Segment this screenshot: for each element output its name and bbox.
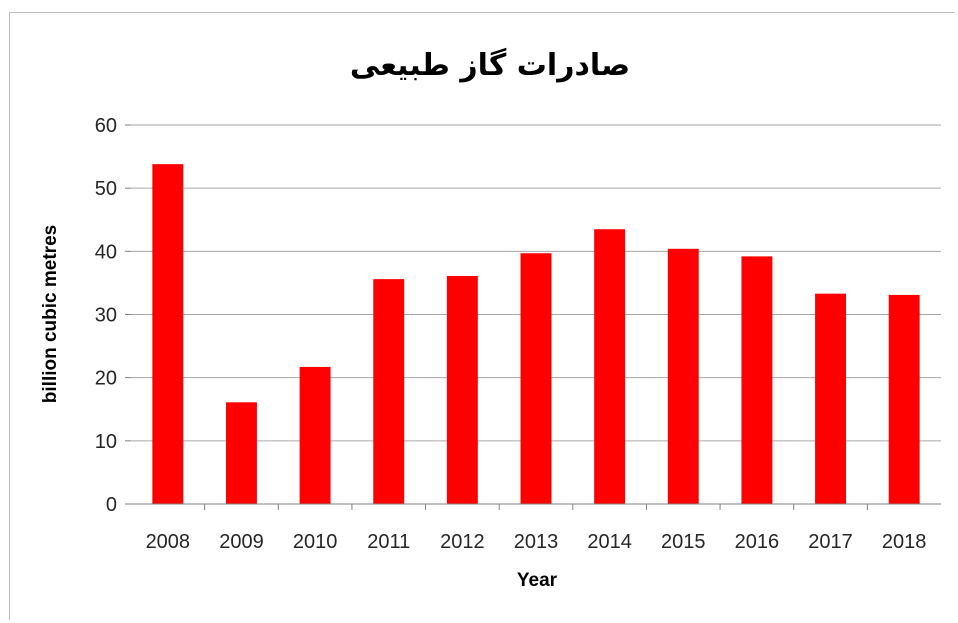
- bar: [446, 275, 478, 504]
- x-tick-label: 2008: [146, 531, 191, 553]
- y-tick-label: 60: [95, 115, 117, 137]
- y-axis-label: billion cubic metres: [40, 225, 61, 403]
- x-tick-label: 2014: [587, 531, 632, 553]
- y-tick-label: 20: [95, 368, 117, 390]
- x-tick-label: 2010: [293, 531, 338, 553]
- bar: [741, 256, 773, 504]
- x-tick-label: 2013: [514, 531, 559, 553]
- bar: [667, 248, 699, 504]
- x-tick-label: 2016: [735, 531, 780, 553]
- x-tick-label: 2009: [219, 531, 264, 553]
- y-tick-labels: 0 10 20 30 40 50 60: [95, 115, 117, 516]
- y-tick-label: 0: [106, 494, 117, 516]
- x-tick-label: 2015: [661, 531, 706, 553]
- x-tick-labels: 2008 2009 2010 2011 2012 2013 2014 2015 2016 2017…: [146, 504, 927, 553]
- x-tick-label: 2012: [440, 531, 485, 553]
- x-axis-label: Year: [517, 570, 558, 591]
- bar: [299, 366, 331, 504]
- bar: [815, 293, 847, 504]
- y-tick-label: 10: [95, 431, 117, 453]
- y-tick-label: 50: [95, 178, 117, 200]
- y-tick-label: 30: [95, 305, 117, 327]
- bar: [373, 279, 405, 504]
- x-tick-label: 2011: [367, 531, 410, 553]
- x-tick-label: 2018: [882, 531, 927, 553]
- bar: [152, 164, 184, 504]
- bars: [152, 164, 920, 504]
- bar: [888, 294, 920, 504]
- bar: [225, 402, 257, 504]
- x-tick-label: 2017: [808, 531, 853, 553]
- y-tick-label: 40: [95, 241, 117, 263]
- chart-title: صادرات گاز طبیعی: [350, 47, 630, 83]
- bar: [594, 229, 626, 504]
- bar: [520, 253, 552, 504]
